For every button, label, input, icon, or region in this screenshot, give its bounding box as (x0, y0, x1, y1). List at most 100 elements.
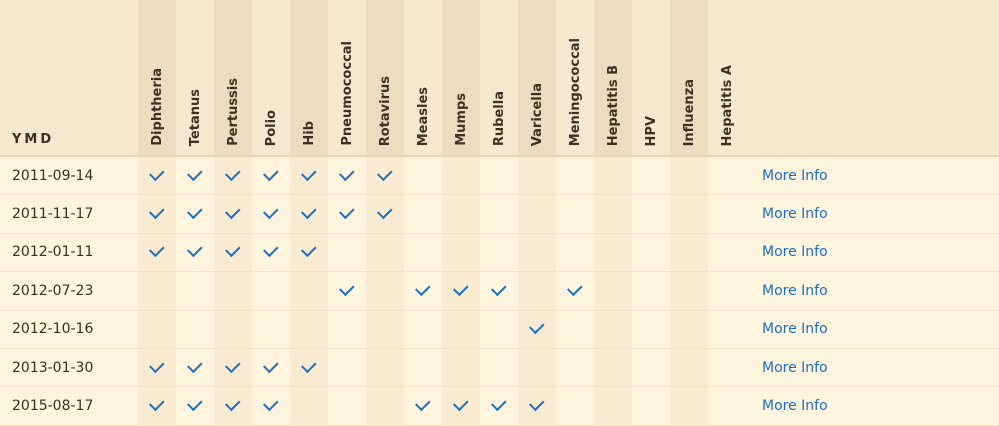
more-info-link[interactable]: More Info (762, 206, 828, 223)
vaccine-cell (404, 386, 442, 426)
vaccine-cell (556, 310, 594, 349)
vaccine-cell (518, 348, 556, 388)
date-column-header: YMD (0, 0, 138, 157)
vaccine-cell (632, 156, 670, 196)
check-icon (224, 203, 241, 220)
vaccine-cell (176, 156, 214, 196)
vaccine-cell (290, 348, 328, 388)
vaccine-column-header: Pertussis (214, 0, 252, 157)
vaccine-label: Measles (415, 86, 431, 146)
vaccine-cell (366, 194, 404, 234)
vaccine-cell (708, 386, 746, 426)
vaccine-cell (176, 271, 214, 311)
vaccine-cell (594, 386, 632, 426)
vaccine-cell (556, 233, 594, 273)
table-body: 2011-09-14 More Info 2011-11-17 More Info 20… (0, 156, 999, 426)
vaccine-cell (708, 233, 746, 273)
vaccine-cell (442, 348, 480, 388)
vaccine-cell (404, 310, 442, 349)
vaccine-cell (594, 348, 632, 388)
more-info-link[interactable]: More Info (762, 359, 828, 376)
vaccine-cell (480, 194, 518, 234)
vaccine-cell (138, 348, 176, 388)
vaccine-cell (480, 386, 518, 426)
check-icon (300, 165, 317, 181)
vaccine-cell (176, 233, 214, 273)
vaccine-cell (670, 348, 708, 388)
vaccine-cell (442, 233, 480, 273)
vaccine-label: Tetanus (187, 88, 203, 146)
vaccine-cell (366, 386, 404, 426)
table-row: 2012-10-16 More Info (0, 310, 999, 349)
vaccine-cell (290, 310, 328, 349)
check-icon (186, 395, 203, 412)
vaccine-label: Pertussis (225, 78, 241, 146)
vaccine-cell (594, 271, 632, 311)
date-cell: 2013-01-30 (0, 348, 138, 388)
vaccine-cell (632, 310, 670, 349)
vaccine-cell (670, 310, 708, 349)
vaccine-label: Hib (301, 121, 317, 146)
vaccine-cell (442, 156, 480, 196)
vaccine-cell (366, 156, 404, 196)
check-icon (262, 395, 279, 412)
vaccine-cell (480, 271, 518, 311)
vaccine-cell (556, 156, 594, 196)
vaccine-cell (214, 156, 252, 196)
vaccine-cell (632, 271, 670, 311)
vaccine-cell (518, 156, 556, 196)
check-icon (528, 395, 545, 412)
table-row: 2011-11-17 More Info (0, 194, 999, 234)
vaccine-cell (214, 386, 252, 426)
check-icon (300, 242, 317, 258)
vaccine-label: Meningococcal (567, 37, 583, 146)
more-info-link[interactable]: More Info (762, 167, 828, 184)
vaccine-cell (366, 233, 404, 273)
vaccine-cell (214, 194, 252, 234)
vaccine-cell (290, 156, 328, 196)
vaccine-cell (290, 194, 328, 234)
vaccine-cell (328, 156, 366, 196)
vaccine-cell (556, 271, 594, 311)
vaccine-column-header: Rotavirus (366, 0, 404, 157)
table-row: 2012-07-23 More Info (0, 271, 999, 311)
table-row: 2013-01-30 More Info (0, 348, 999, 388)
more-info-link[interactable]: More Info (762, 282, 828, 299)
vaccine-cell (214, 271, 252, 311)
vaccine-cell (594, 310, 632, 349)
more-info-link[interactable]: More Info (762, 244, 828, 261)
table-header: YMD Diphtheria Tetanus Pertussis Polio Hib Pn… (0, 0, 999, 157)
vaccine-column-header: Rubella (480, 0, 518, 157)
vaccine-cell (518, 194, 556, 234)
check-icon (566, 280, 583, 297)
vaccine-cell (404, 233, 442, 273)
vaccine-cell (252, 194, 290, 234)
check-icon (528, 318, 545, 335)
vaccine-cell (594, 233, 632, 273)
vaccine-cell (708, 348, 746, 388)
check-icon (224, 357, 241, 373)
check-icon (338, 203, 355, 220)
vaccine-column-header: Diphtheria (138, 0, 176, 157)
vaccine-label: Hepatitis A (719, 64, 735, 146)
vaccine-cell (632, 194, 670, 234)
vaccine-cell (594, 156, 632, 196)
vaccine-label: Influenza (681, 78, 697, 146)
vaccine-column-header: Mumps (442, 0, 480, 157)
more-info-link[interactable]: More Info (762, 321, 828, 338)
vaccine-cell (708, 156, 746, 196)
more-info-link[interactable]: More Info (762, 398, 828, 415)
vaccine-label: Polio (263, 109, 279, 146)
check-icon (262, 357, 279, 373)
vaccine-cell (252, 233, 290, 273)
vaccine-cell (214, 310, 252, 349)
vaccine-cell (556, 386, 594, 426)
vaccine-column-header: Polio (252, 0, 290, 157)
vaccine-column-header: Hepatitis B (594, 0, 632, 157)
vaccine-cell (366, 348, 404, 388)
vaccine-label: Hepatitis B (605, 64, 621, 146)
vaccine-column-header: Varicella (518, 0, 556, 157)
vaccine-cell (480, 233, 518, 273)
